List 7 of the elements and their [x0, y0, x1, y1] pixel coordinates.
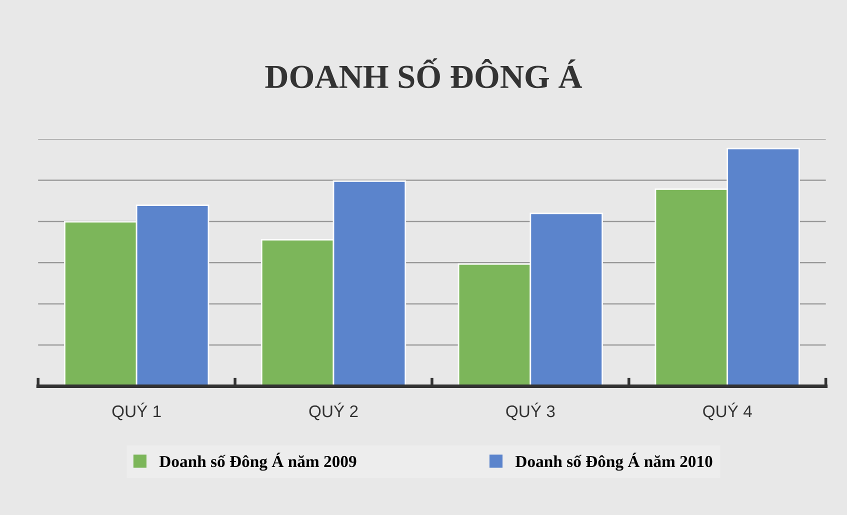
x-tick-label: QUÝ 1 [112, 402, 161, 420]
legend-label: Doanh số Đông Á năm 2010 [515, 452, 712, 471]
chart-title: DOANH SỐ ĐÔNG Á [265, 58, 582, 88]
x-tick-label: QUÝ 2 [309, 402, 358, 420]
x-tick-label: QUÝ 3 [506, 402, 555, 420]
legend-label: Doanh số Đông Á năm 2009 [159, 452, 356, 471]
x-tick-label: QUÝ 4 [703, 402, 752, 420]
